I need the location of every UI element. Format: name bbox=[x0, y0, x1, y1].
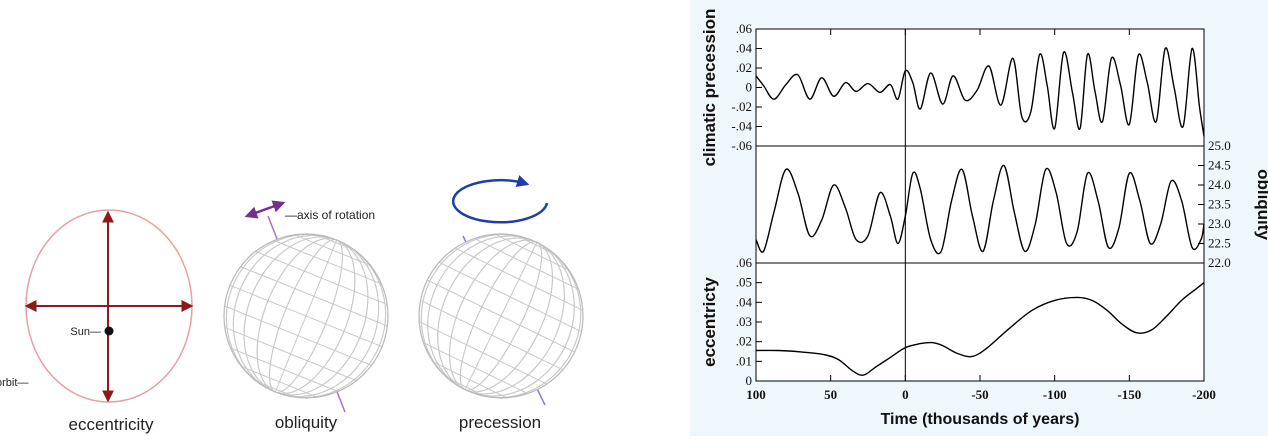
x-tick-label: -50 bbox=[971, 387, 988, 402]
climatic-precession-y-tick-label: .02 bbox=[736, 60, 752, 75]
obliquity-y-tick-label: 22.0 bbox=[1208, 255, 1231, 270]
tilt-arrow bbox=[244, 200, 286, 219]
eccentricity-y-tick-label: .01 bbox=[736, 353, 752, 368]
climatic-precession-y-tick-label: -.02 bbox=[731, 99, 752, 114]
precession-caption: precession bbox=[459, 413, 541, 432]
obliquity-y-tick-label: 24.5 bbox=[1208, 158, 1231, 173]
climatic-precession-series-line bbox=[755, 47, 1205, 137]
eccentricity-y-tick-label: .04 bbox=[736, 294, 753, 309]
globe-precession bbox=[419, 234, 583, 398]
climatic-precession-y-tick-label: .04 bbox=[736, 41, 753, 56]
globe-meridian-line bbox=[464, 242, 538, 390]
climatic-precession-y-tick-label: 0 bbox=[746, 80, 753, 95]
eccentricity-series-line bbox=[755, 282, 1205, 376]
obliquity-y-tick-label: 24.0 bbox=[1208, 177, 1231, 192]
climatic-precession-y-tick-label: -.06 bbox=[731, 138, 752, 153]
x-axis-title: Time (thousands of years) bbox=[881, 411, 1080, 428]
sun-label: Sun— bbox=[70, 326, 101, 338]
eccentricity-y-tick-label: .05 bbox=[736, 275, 752, 290]
eccentricity-y-tick-label: 0 bbox=[746, 373, 753, 388]
precession-arrow bbox=[451, 175, 549, 224]
climatic-precession-y-tick-label: -.04 bbox=[731, 119, 752, 134]
eccentricity-y-tick-label: .02 bbox=[736, 334, 752, 349]
plot-area bbox=[755, 28, 1205, 382]
x-tick-label: 50 bbox=[824, 387, 837, 402]
obliquity-y-tick-label: 23.0 bbox=[1208, 216, 1231, 231]
climatic-precession-axis-title: climatic precession bbox=[700, 9, 719, 167]
obliquity-diagram: —axis of rotation obliquity bbox=[223, 200, 389, 432]
obliquity-y-tick-label: 23.5 bbox=[1208, 197, 1231, 212]
globe-meridian-line bbox=[274, 239, 338, 393]
globe-outline-precession bbox=[418, 233, 584, 399]
precession-diagram: precession bbox=[418, 175, 584, 432]
globe-obliquity bbox=[224, 234, 388, 398]
globe-outline bbox=[223, 233, 389, 399]
obliquity-series-line bbox=[755, 164, 1205, 255]
obliquity-y-tick-label: 25.0 bbox=[1208, 138, 1231, 153]
eccentricity-y-tick-label: .06 bbox=[736, 255, 753, 270]
x-tick-label: 100 bbox=[746, 387, 766, 402]
eccentricity-caption: eccentricity bbox=[68, 415, 154, 434]
sun-dot bbox=[104, 326, 114, 336]
x-tick-label: -150 bbox=[1117, 387, 1141, 402]
obliquity-caption: obliquity bbox=[275, 413, 338, 432]
x-tick-label: -100 bbox=[1043, 387, 1067, 402]
milankovitch-chart: 100 50 0 -50 -100 -150 -200 Time (thousands of … bbox=[690, 0, 1268, 436]
obliquity-y-tick-label: 22.5 bbox=[1208, 236, 1231, 251]
obliquity-axis-title: obliquity bbox=[1254, 169, 1268, 240]
x-tick-label: -200 bbox=[1192, 387, 1216, 402]
eccentricity-y-tick-label: .03 bbox=[736, 314, 752, 329]
x-tick-label: 0 bbox=[902, 387, 909, 402]
axis-of-rotation-label: —axis of rotation bbox=[285, 208, 375, 222]
orbit-label: orbit— bbox=[0, 377, 28, 389]
eccentricity-diagram: Sun— orbit— eccentricity bbox=[0, 209, 194, 434]
eccentricity-axis-title: eccentricty bbox=[700, 277, 719, 367]
climatic-precession-y-tick-label: .06 bbox=[736, 21, 753, 36]
